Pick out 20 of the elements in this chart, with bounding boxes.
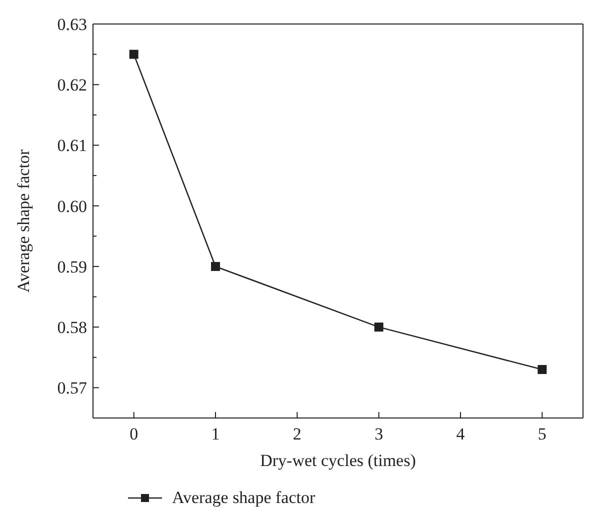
legend-label: Average shape factor	[172, 488, 316, 508]
x-tick-label: 1	[211, 424, 220, 444]
point	[211, 262, 220, 271]
point	[129, 50, 138, 59]
x-tick-label: 3	[374, 424, 384, 444]
x-tick-label: 5	[538, 424, 546, 444]
x-tick-label: 0	[130, 424, 138, 444]
text: 0.60	[57, 196, 87, 216]
x-tick-label: 4	[456, 424, 466, 444]
y-axis-title: Average shape factor	[14, 149, 34, 293]
x-axis-title: Dry-wet cycles (times)	[260, 451, 416, 470]
point	[374, 322, 384, 332]
point	[538, 365, 547, 374]
y-tick-label: 0.58	[57, 318, 87, 338]
y-tick-label: 0.59	[57, 257, 87, 276]
y-tick-label: 0.62	[57, 76, 87, 95]
x-tick-label: 2	[292, 424, 302, 444]
y-tick-label: 0.63	[57, 14, 87, 34]
y-tick-label: 0.61	[57, 136, 87, 156]
y-tick-label: 0.57	[57, 378, 88, 398]
